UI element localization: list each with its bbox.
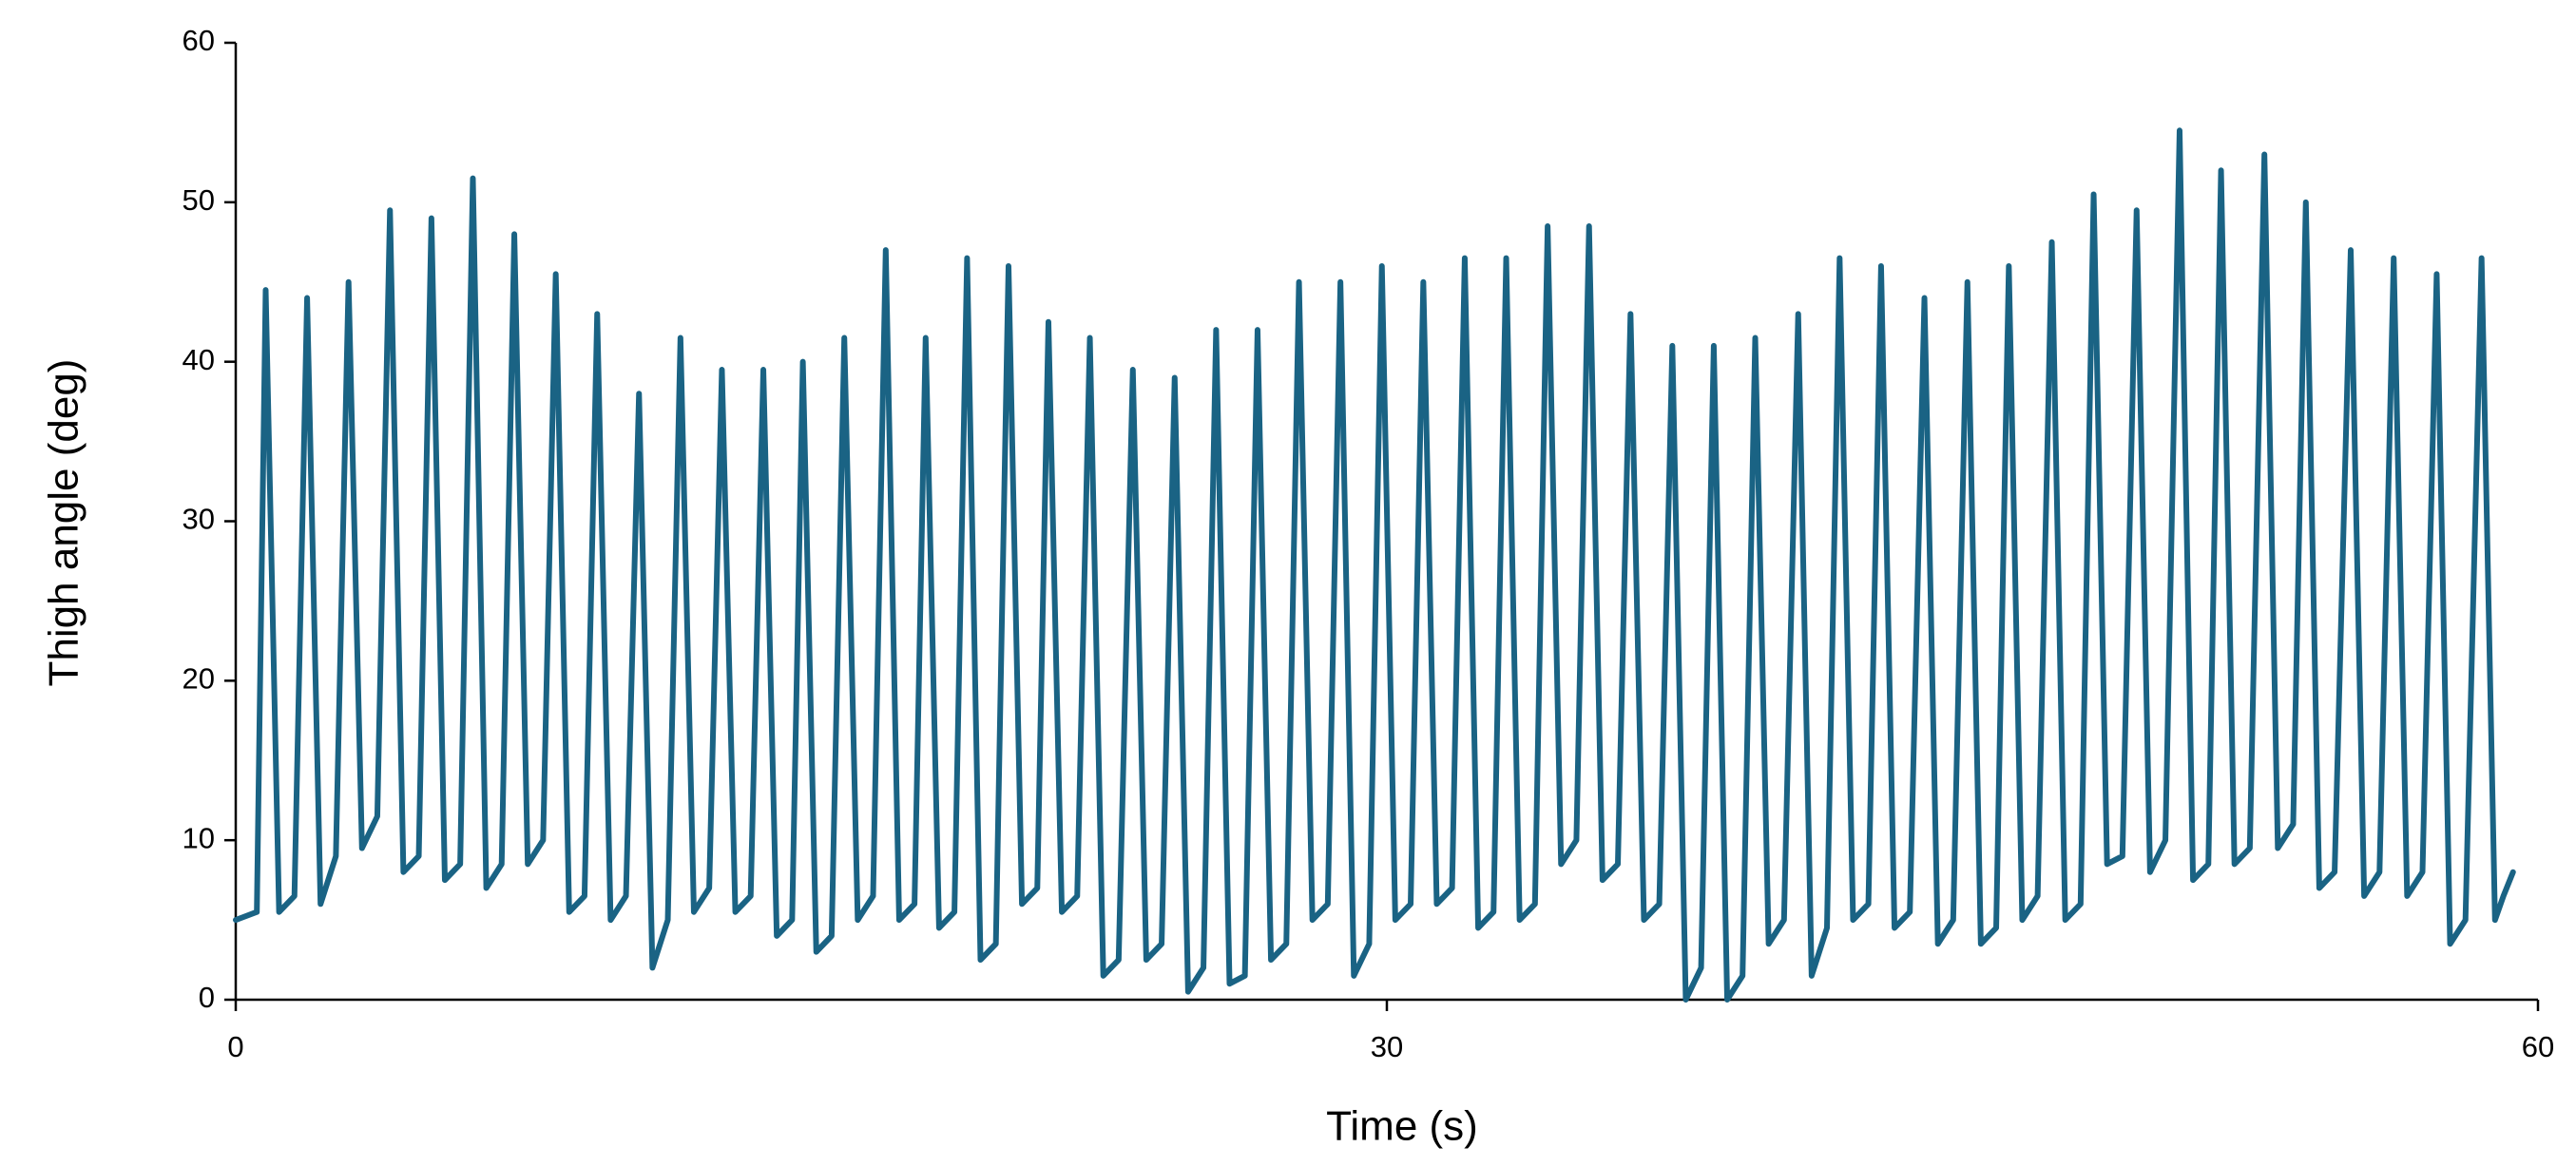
x-axis-title: Time (s): [1326, 1103, 1478, 1150]
data-line: [233, 127, 2516, 1003]
y-tick-label: 50: [183, 183, 215, 217]
y-tick-label: 60: [183, 24, 215, 57]
y-tick-label: 40: [183, 343, 215, 376]
x-tick-label: 30: [1371, 1030, 1403, 1063]
y-axis-title: Thigh angle (deg): [41, 359, 87, 687]
x-tick-label: 0: [227, 1030, 243, 1063]
y-tick-label: 30: [183, 503, 215, 536]
y-tick-label: 20: [183, 662, 215, 696]
x-tick-label: 60: [2522, 1030, 2554, 1063]
y-tick-label: 0: [199, 981, 215, 1014]
y-tick-label: 10: [183, 821, 215, 854]
